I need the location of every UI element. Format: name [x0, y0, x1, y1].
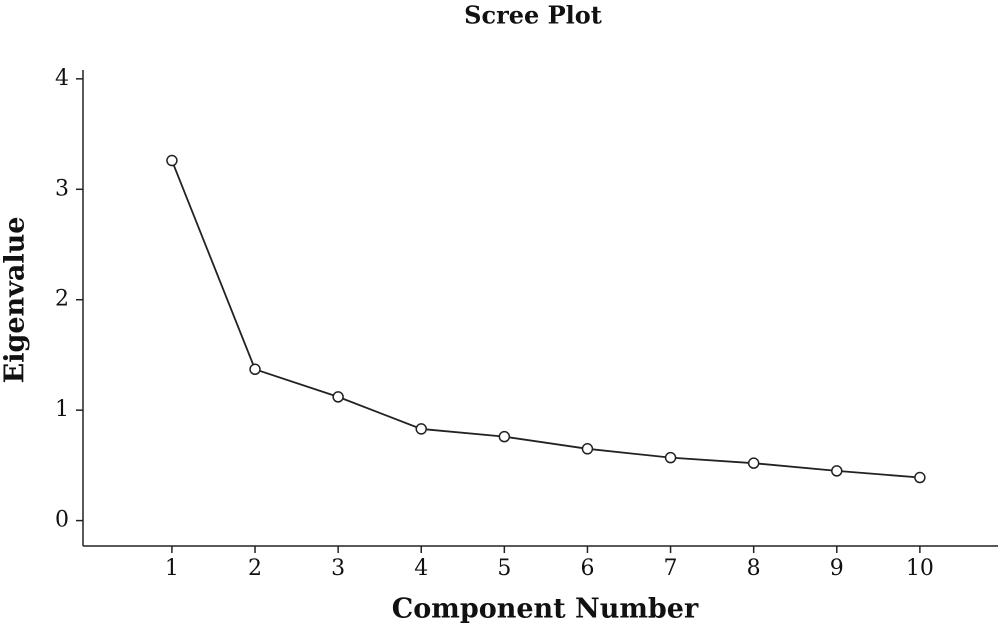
x-tick-label: 9 — [830, 556, 844, 581]
series-line — [171, 160, 920, 479]
x-axis-title: Component Number — [392, 594, 699, 625]
point — [249, 363, 261, 376]
point — [166, 154, 178, 167]
point — [415, 423, 427, 435]
x-tick-label: 2 — [248, 556, 262, 581]
x-tick-label: 6 — [580, 556, 594, 581]
y-tick-label: 1 — [55, 397, 69, 422]
x-tick-label: 8 — [747, 556, 761, 581]
y-tick-label: 4 — [55, 66, 69, 91]
point — [831, 465, 843, 477]
y-tick-label: 0 — [55, 508, 69, 533]
x-tick-label: 1 — [165, 556, 179, 581]
y-tick-label: 2 — [55, 287, 69, 312]
x-tick-label: 3 — [331, 556, 345, 581]
x-tick-label: 4 — [414, 556, 428, 581]
y-tick-label: 3 — [55, 176, 69, 201]
chart-title: Scree Plot — [464, 1, 602, 30]
point — [332, 391, 344, 403]
x-tick-label: 10 — [906, 556, 934, 581]
point — [747, 457, 760, 469]
point — [914, 471, 926, 484]
point — [581, 443, 594, 455]
point — [664, 451, 677, 464]
point — [498, 430, 511, 443]
y-axis-title: Eigenvalue — [0, 217, 31, 384]
x-tick-label: 7 — [664, 556, 678, 581]
x-tick-label: 5 — [497, 556, 511, 581]
